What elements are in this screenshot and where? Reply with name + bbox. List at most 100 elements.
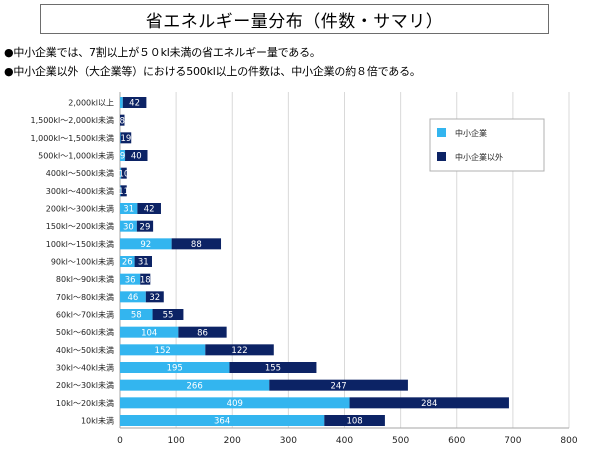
y-tick-label: 100kl～150kl未満 (46, 239, 114, 249)
data-label: 46 (127, 293, 138, 303)
data-label: 284 (421, 399, 437, 409)
x-tick-label: 200 (224, 436, 241, 446)
bar-large (134, 256, 152, 267)
y-tick-label: 500kl～1,000kl未満 (38, 151, 114, 161)
data-label: 247 (330, 381, 346, 391)
bar-sme (120, 362, 230, 373)
bar-large (205, 344, 274, 356)
y-tick-label: 150kl～200kl未満 (46, 221, 114, 231)
data-label: 364 (214, 417, 230, 427)
bar-large (121, 167, 127, 179)
legend-box (429, 118, 545, 172)
bar-large (122, 97, 147, 108)
data-label: 29 (140, 222, 151, 232)
bar-large (171, 238, 222, 250)
data-label: 152 (155, 346, 171, 356)
data-label: 40 (131, 152, 142, 162)
x-tick-label: 500 (392, 436, 409, 446)
data-label: 122 (231, 346, 247, 356)
legend-label: 中小企業以外 (455, 152, 503, 162)
data-label: 266 (187, 381, 203, 391)
data-label: 10 (119, 169, 130, 179)
y-tick-label: 2,000kl以上 (68, 99, 114, 108)
bar-large (229, 362, 317, 373)
y-tick-label: 50kl～60kl未満 (56, 327, 114, 337)
data-label: 31 (123, 205, 134, 215)
data-label: 18 (140, 275, 151, 285)
bar-sme (120, 397, 350, 409)
bar-large (349, 397, 509, 409)
bar-sme (120, 291, 146, 303)
x-tick-label: 800 (560, 436, 577, 446)
bar-large (140, 273, 151, 285)
y-tick-label: 10kl～20kl未満 (56, 398, 114, 408)
bar-large (136, 220, 154, 232)
bar-large (269, 379, 408, 391)
bar-sme (120, 379, 270, 391)
bar-large (178, 326, 227, 338)
legend-swatch (437, 152, 446, 161)
data-label: 9 (120, 152, 125, 162)
y-tick-label: 1,500kl～2,000kl未満 (30, 115, 114, 125)
bar-large (324, 415, 385, 426)
y-tick-label: 300kl～400kl未満 (46, 186, 114, 196)
bar-large (120, 132, 132, 144)
data-label: 26 (122, 258, 133, 268)
data-label: 92 (140, 240, 151, 250)
x-tick-label: 600 (448, 436, 465, 446)
bar-sme (120, 203, 138, 214)
bar-large (152, 309, 184, 320)
bar-large (120, 114, 125, 126)
page-title: 省エネルギー量分布（件数・サマリ） (40, 4, 549, 34)
y-tick-label: 90kl～100kl未満 (51, 257, 114, 267)
data-label: 155 (265, 364, 281, 374)
data-label: 11 (118, 187, 129, 197)
y-tick-label: 10kl未満 (81, 416, 114, 426)
legend-swatch (437, 128, 446, 137)
x-tick-label: 100 (168, 436, 185, 446)
y-tick-label: 70kl～80kl未満 (56, 292, 114, 302)
data-label: 19 (120, 134, 131, 144)
bar-large (145, 291, 164, 303)
bar-sme (120, 415, 325, 426)
bar-sme (120, 273, 141, 285)
y-tick-label: 1,000kl～1,500kl未満 (30, 133, 114, 143)
bar-sme (120, 185, 121, 197)
summary-bullet-2: ●中小企業以外（大企業等）における500kl以上の件数は、中小企業の約８倍である… (4, 65, 421, 78)
bar-large (125, 150, 148, 161)
data-label: 31 (138, 258, 149, 268)
data-label: 42 (129, 99, 140, 109)
bar-sme (120, 97, 123, 108)
data-label: 86 (197, 328, 208, 338)
bar-sme (120, 167, 122, 179)
y-tick-label: 20kl～30kl未満 (56, 380, 114, 390)
y-tick-label: 60kl～70kl未満 (56, 310, 114, 320)
x-tick-label: 0 (117, 436, 123, 446)
summary-bullet-1: ●中小企業では、7割以上が５０kl未満の省エネルギー量である。 (4, 46, 321, 59)
bar-sme (120, 256, 135, 267)
y-tick-label: 80kl～90kl未満 (56, 274, 114, 284)
data-label: 55 (163, 311, 174, 321)
data-label: 88 (191, 240, 202, 250)
x-tick-label: 700 (504, 436, 521, 446)
bar-sme (120, 309, 153, 320)
data-label: 42 (144, 205, 155, 215)
bar-sme (120, 132, 121, 144)
data-label: 8 (120, 116, 125, 126)
data-label: 409 (227, 399, 243, 409)
data-label: 104 (141, 328, 157, 338)
data-label: 36 (125, 275, 136, 285)
y-tick-label: 40kl～50kl未満 (56, 345, 114, 355)
bar-sme (120, 150, 126, 161)
data-label: 108 (346, 417, 362, 427)
y-tick-label: 400kl～500kl未満 (46, 168, 114, 178)
x-tick-label: 400 (336, 436, 353, 446)
legend-label: 中小企業 (455, 128, 487, 138)
bar-sme (120, 326, 179, 338)
data-label: 30 (123, 222, 134, 232)
y-tick-label: 200kl～300kl未満 (46, 204, 114, 214)
bar-sme (120, 220, 137, 232)
data-label: 195 (167, 364, 183, 374)
data-label: 58 (131, 311, 142, 321)
